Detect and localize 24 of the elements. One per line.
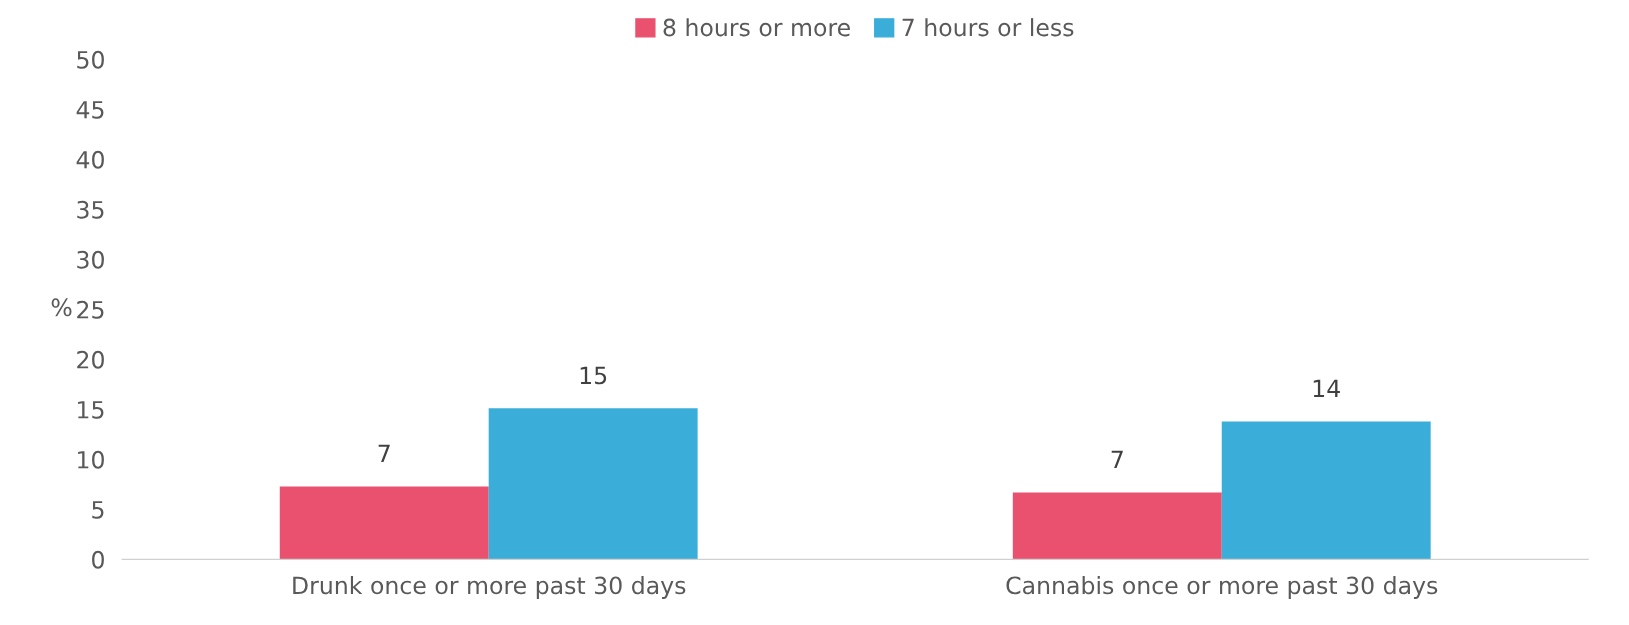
y-axis-title: %: [51, 298, 72, 317]
x-tick-label: Cannabis once or more past 30 days: [1006, 576, 1438, 599]
y-tick-label: 45: [76, 101, 104, 119]
bar: [488, 408, 698, 560]
y-tick-label: 20: [77, 350, 104, 369]
y-tick-label: 30: [77, 250, 104, 269]
y-tick-label: 5: [92, 501, 104, 519]
y-tick-label: 10: [78, 450, 104, 469]
y-tick-label: 25: [77, 300, 104, 319]
bar: [279, 486, 489, 560]
x-tick-label: Drunk once or more past 30 days: [293, 576, 686, 599]
legend-label: 8 hours or more: [663, 18, 850, 37]
y-tick-label: 0: [92, 550, 104, 569]
data-label: 15: [580, 366, 607, 385]
y-tick-label: 40: [76, 150, 104, 169]
y-tick-label: 35: [77, 200, 104, 219]
bar: [1012, 492, 1222, 560]
data-label: 7: [378, 444, 390, 463]
bar: [1221, 421, 1431, 560]
legend-label: 7 hours or less: [902, 18, 1074, 37]
y-tick-label: 50: [77, 50, 104, 69]
y-tick-label: 15: [78, 401, 104, 419]
data-label: 14: [1313, 379, 1340, 398]
data-label: 7: [1111, 450, 1123, 469]
